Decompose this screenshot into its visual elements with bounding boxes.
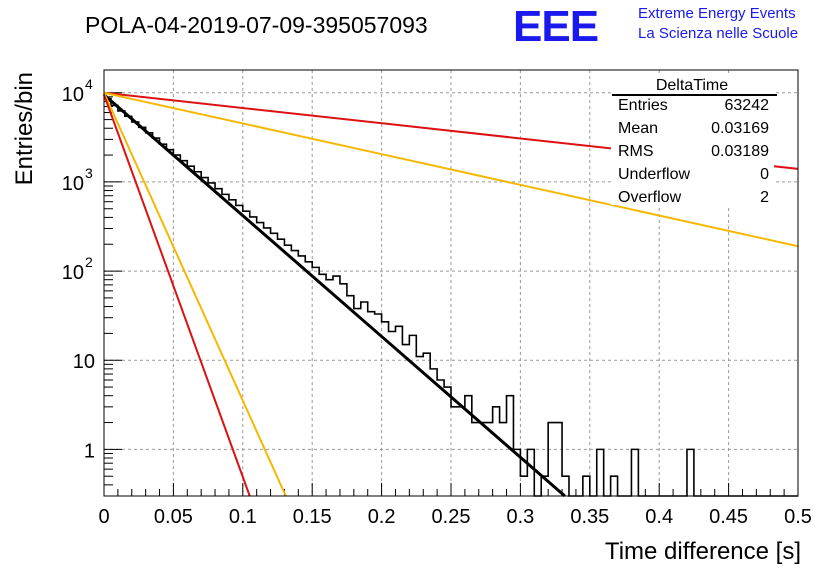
y-tick-label-base: 10 <box>73 351 95 373</box>
eee-logo: EEE Extreme Energy Events La Scienza nel… <box>513 2 798 51</box>
plot-frame <box>103 69 799 497</box>
y-tick-label: 10 4 <box>62 76 93 106</box>
x-tick-label: 0.45 <box>709 506 748 528</box>
stats-box: DeltaTime Entries 63242 Mean 0.03169 RMS 0.03… <box>611 73 777 206</box>
x-tick-labels: 0 0.05 0.1 0.15 0.2 0.25 0.3 0.35 0.4 0.45 0.5 <box>98 506 811 528</box>
y-tick-label-exponent: 3 <box>85 165 93 181</box>
fit-line-1 <box>103 93 566 498</box>
y-tick-label-exponent: 2 <box>85 254 93 270</box>
eee-logo-line2: La Scienza nelle Scuole <box>638 25 798 42</box>
y-axis-label: Entries/bin <box>11 72 38 185</box>
y-tick-label-base: 10 <box>62 84 84 106</box>
stats-row-label: Entries <box>618 97 668 114</box>
x-tick-label: 0.4 <box>645 506 673 528</box>
fit-line-5 <box>103 94 251 497</box>
x-tick-label: 0.05 <box>154 506 193 528</box>
stats-row-value: 0 <box>760 166 769 183</box>
x-tick-label: 0.25 <box>432 506 471 528</box>
stats-row-label: Mean <box>618 120 658 137</box>
x-tick-label: 0.1 <box>229 506 257 528</box>
eee-logo-line1: Extreme Energy Events <box>638 5 796 22</box>
stats-row-label: Overflow <box>618 189 682 206</box>
y-tick-label-exponent: 4 <box>85 76 93 92</box>
chart-title: POLA-04-2019-07-09-395057093 <box>85 12 428 38</box>
y-tick-label: 1 <box>84 440 95 462</box>
stats-row-label: RMS <box>618 143 654 160</box>
x-axis-label: Time difference [s] <box>605 538 801 565</box>
stats-row-label: Underflow <box>618 166 690 183</box>
y-tick-label: 10 <box>73 351 95 373</box>
stats-row-value: 63242 <box>725 97 770 114</box>
grid <box>104 70 798 496</box>
stats-row-value: 0.03189 <box>711 143 769 160</box>
fit-line-4 <box>103 92 287 497</box>
stats-row-value: 0.03169 <box>711 120 769 137</box>
x-tick-label: 0.35 <box>570 506 609 528</box>
eee-logo-text: EEE <box>513 2 598 51</box>
y-tick-label-base: 10 <box>62 173 84 195</box>
y-tick-label: 10 3 <box>62 165 93 195</box>
stats-box-title: DeltaTime <box>656 77 728 94</box>
y-tick-label: 10 2 <box>62 254 93 284</box>
x-tick-label: 0.5 <box>784 506 812 528</box>
x-tick-label: 0.2 <box>368 506 396 528</box>
x-tick-label: 0.15 <box>293 506 332 528</box>
x-tick-label: 0 <box>98 506 109 528</box>
fit-line-3 <box>103 91 799 248</box>
y-tick-label-base: 10 <box>62 262 84 284</box>
x-tick-label: 0.3 <box>506 506 534 528</box>
y-tick-label-base: 1 <box>84 440 95 462</box>
stats-row-value: 2 <box>760 189 769 206</box>
fit-lines <box>103 91 799 498</box>
